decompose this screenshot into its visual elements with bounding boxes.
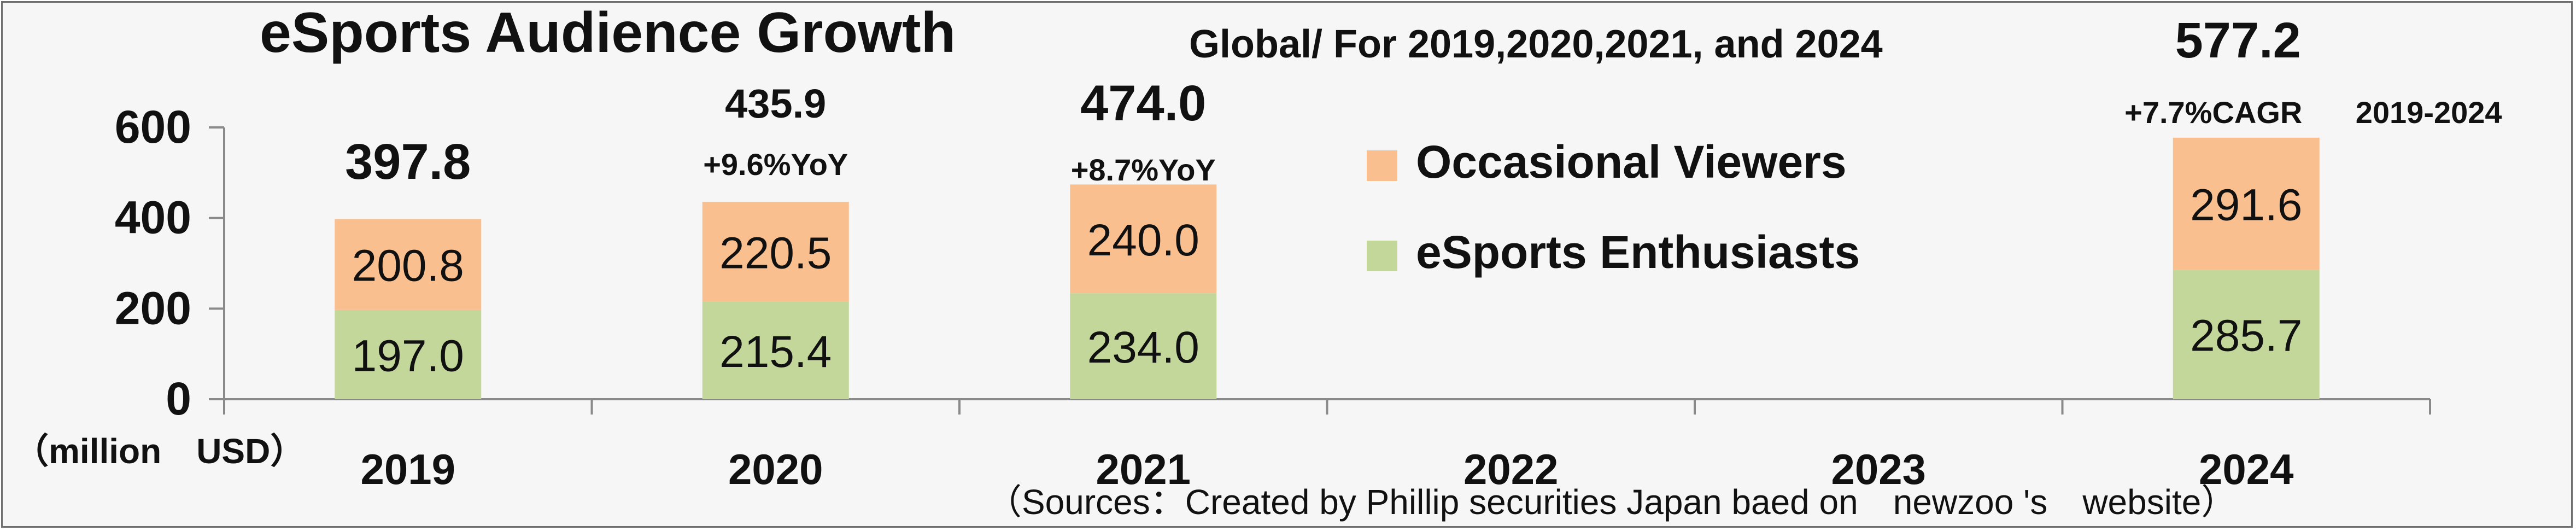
bar-segment-occasional	[2173, 137, 2320, 270]
y-tick-label: 200	[115, 282, 191, 334]
chart-header: eSports Audience Growth Global/ For 2019…	[260, 3, 1883, 66]
growth-annotation: +7.7%CAGR	[2124, 95, 2302, 130]
x-tick-label: 2019	[360, 445, 455, 493]
bar-segment-occasional	[335, 219, 482, 310]
x-tick-label: 2021	[1096, 445, 1191, 493]
source-note: （Sources：Created by Phillip securities J…	[987, 482, 2236, 522]
legend: Occasional Viewers eSports Enthusiasts	[1367, 136, 1860, 278]
cagr-period-label: 2019-2024	[2356, 95, 2502, 130]
total-label: 397.8	[345, 134, 471, 190]
bar-segment-enthusiasts	[1070, 293, 1217, 399]
growth-annotation: +8.7%YoY	[1071, 153, 1216, 187]
total-label: 577.2	[2175, 13, 2301, 68]
y-tick-label: 0	[166, 373, 191, 424]
bar-value-label: 291.6	[2190, 180, 2302, 230]
legend-swatch	[1367, 150, 1397, 181]
bar-segment-occasional	[1070, 184, 1217, 294]
x-tick-label: 2022	[1463, 445, 1559, 493]
y-tick-label: 400	[115, 192, 191, 243]
bar-value-label: 234.0	[1087, 323, 1199, 372]
growth-annotation: +9.6%YoY	[703, 147, 848, 182]
bar-value-label: 215.4	[719, 327, 832, 377]
x-tick-label: 2020	[728, 445, 823, 493]
bar-value-label: 200.8	[352, 241, 464, 291]
bar-segment-enthusiasts	[2173, 270, 2320, 399]
x-axis: 2019 2020 2021 2022 2023 2024	[223, 398, 2431, 493]
bars-layer	[335, 137, 2320, 399]
bar-value-label: 220.5	[719, 228, 832, 278]
legend-label: Occasional Viewers	[1416, 136, 1847, 188]
bar-segment-enthusiasts	[702, 301, 849, 399]
bar-value-label: 285.7	[2190, 311, 2302, 361]
y-tick-label: 600	[115, 101, 191, 153]
chart-subtitle: Global/ For 2019,2020,2021, and 2024	[1189, 22, 1883, 66]
bar-value-label: 240.0	[1087, 215, 1199, 265]
y-axis: 600 400 200 0	[115, 101, 225, 424]
total-label: 474.0	[1080, 75, 1206, 131]
x-tick-label: 2024	[2199, 445, 2294, 493]
audience-chart: eSports Audience Growth Global/ For 2019…	[14, 3, 2502, 522]
bar-value-label: 197.0	[352, 331, 464, 381]
legend-swatch	[1367, 241, 1397, 271]
legend-label: eSports Enthusiasts	[1416, 226, 1860, 278]
total-label: 435.9	[725, 81, 826, 126]
bar-segment-enthusiasts	[335, 310, 482, 399]
unit-label: （million USD）	[14, 431, 305, 471]
x-tick-label: 2023	[1831, 445, 1926, 493]
chart-title: eSports Audience Growth	[260, 3, 956, 65]
bar-segment-occasional	[702, 201, 849, 302]
labels-layer: 197.0 200.8 215.4 220.5 234.0 240.0 285.7 291.6…	[345, 13, 2502, 381]
